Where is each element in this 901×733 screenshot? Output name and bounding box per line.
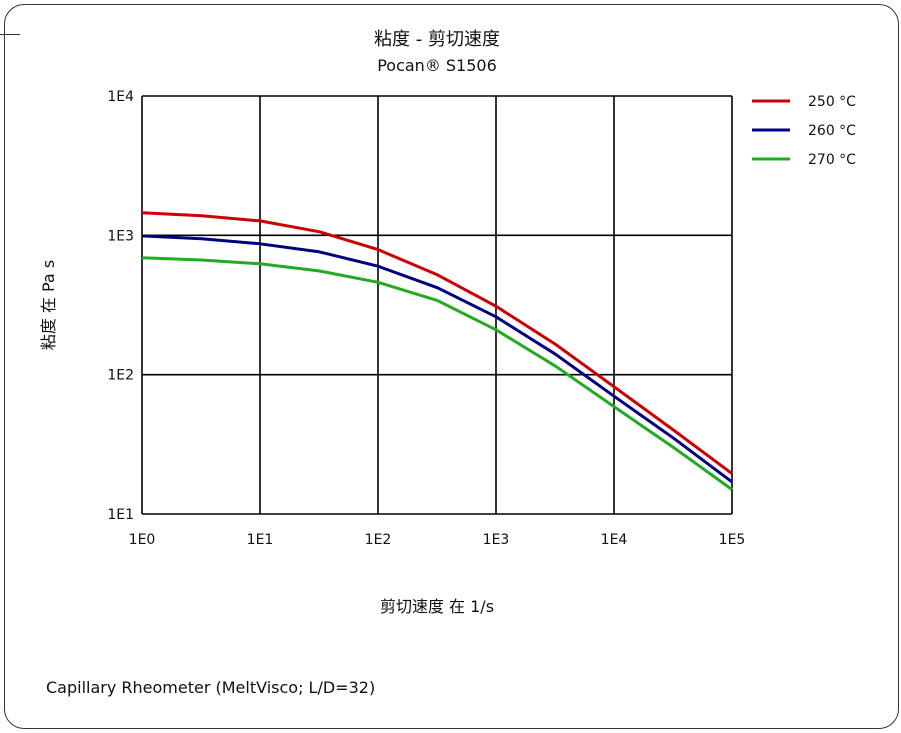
x-tick-label: 1E0 — [129, 532, 156, 548]
tick-labels: 1E0 1E1 1E2 1E3 1E4 1E5 1E1 1E2 1E3 1E4 — [107, 89, 745, 548]
chart-frame — [4, 4, 899, 729]
x-axis-label: 剪切速度 在 1/s — [380, 597, 494, 616]
x-tick-label: 1E1 — [247, 532, 274, 548]
x-tick-label: 1E5 — [719, 532, 746, 548]
chart-title: 粘度 - 剪切速度 — [374, 29, 500, 50]
y-tick-label: 1E4 — [107, 89, 134, 105]
x-tick-label: 1E3 — [483, 532, 510, 548]
series-line — [141, 211, 733, 475]
x-tick-label: 1E2 — [365, 532, 392, 548]
legend: 250 °C 260 °C 270 °C — [752, 94, 856, 168]
series-line — [141, 256, 733, 491]
y-tick-label: 1E3 — [107, 228, 134, 244]
y-tick-label: 1E1 — [107, 507, 134, 523]
frame-corner-mark — [0, 34, 20, 35]
x-tick-label: 1E4 — [601, 532, 628, 548]
legend-label: 250 °C — [808, 94, 856, 110]
grid — [141, 95, 733, 515]
legend-label: 260 °C — [808, 123, 856, 139]
series-line — [141, 234, 733, 484]
footnote: Capillary Rheometer (MeltVisco; L/D=32) — [46, 678, 376, 697]
y-tick-label: 1E2 — [107, 368, 134, 384]
chart-subtitle: Pocan® S1506 — [377, 56, 497, 75]
legend-label: 270 °C — [808, 152, 856, 168]
series-lines — [141, 211, 733, 491]
y-axis-label: 粘度 在 Pa s — [39, 260, 58, 350]
